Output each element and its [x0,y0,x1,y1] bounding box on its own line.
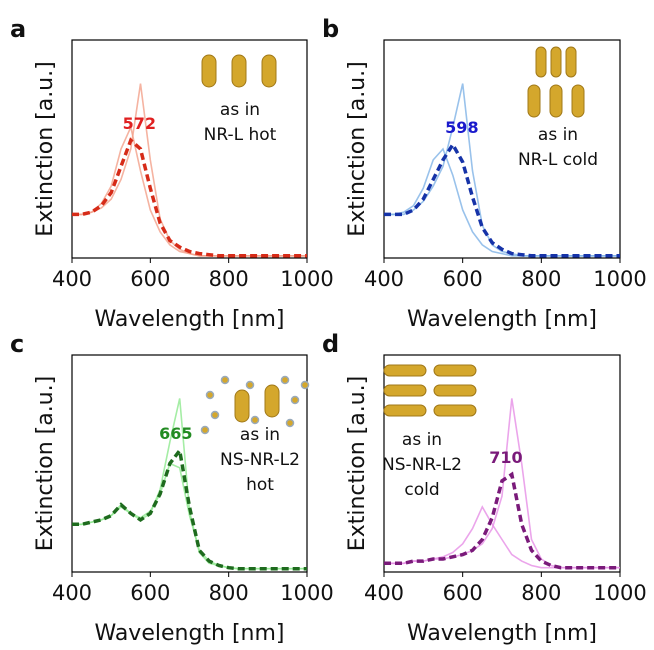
spectrum [72,124,307,257]
x-tick-label: 600 [130,581,170,605]
nanorod-icon [549,84,563,118]
spectrum [384,147,620,257]
peak-label: 710 [489,448,522,467]
y-axis-label: Extinction [a.u.] [345,61,370,236]
x-tick-label: 600 [443,581,483,605]
inset-text: as in [240,425,280,445]
spectrum [384,505,620,569]
nanorod-icon [201,54,217,88]
nanorod-icon [571,84,585,118]
nanorod-icon [231,54,247,88]
nanorod-icon [527,84,541,118]
panel: a Extinction [a.u.] Wavelength [nm]400 600 8… [10,15,334,332]
x-tick-label: 800 [521,581,561,605]
nanorod-icon [234,389,250,423]
inset-text: hot [246,475,274,495]
x-axis-label: Wavelength [nm] [94,621,284,646]
nanorod-icon [383,384,427,397]
panel: c Extinction [a.u.] Wavelength [nm]400 600 8… [10,330,334,646]
x-tick-label: 400 [364,581,404,605]
y-axis-label: Extinction [a.u.] [33,376,58,551]
y-axis-label: Extinction [a.u.] [345,376,370,551]
panel-label: b [322,15,339,43]
nanorod-icon [383,364,427,377]
inset-text: as in [402,430,442,450]
nanosphere-icon [210,410,220,420]
x-tick-label: 400 [52,581,92,605]
nanosphere-icon [280,375,290,385]
nanorod-icon [261,54,277,88]
nanosphere-icon [220,375,230,385]
mean-spectrum [384,471,620,570]
plot-frame [71,354,308,573]
nanorod-icon [433,364,477,377]
x-tick-label: 1000 [593,267,646,291]
nanorod-icon [565,46,577,78]
plot-frame [71,39,308,259]
mean-spectrum [384,141,620,258]
x-tick-label: 600 [443,267,483,291]
plot-frame [383,354,621,573]
x-axis-label: Wavelength [nm] [94,307,284,332]
y-axis-label: Extinction [a.u.] [33,61,58,236]
nanorod-icon [433,384,477,397]
nanosphere-icon [245,380,255,390]
inset-text: as in [220,100,260,120]
nanorod-icon [383,404,427,417]
inset-text: as in [538,125,578,145]
x-tick-label: 1000 [280,581,333,605]
nanosphere-icon [300,380,310,390]
nanorod-icon [433,404,477,417]
peak-label: 572 [123,114,156,133]
panel-label: a [10,15,26,43]
nanosphere-icon [200,425,210,435]
panel-label: d [322,330,339,358]
x-tick-label: 800 [209,267,249,291]
nanosphere-icon [285,418,295,428]
plot-frame [383,39,621,259]
peak-label: 598 [445,118,478,137]
x-tick-label: 800 [521,267,561,291]
spectrum [72,83,307,257]
nanosphere-icon [290,395,300,405]
x-axis-label: Wavelength [nm] [407,307,597,332]
inset-text: NR-L hot [204,125,277,145]
x-axis-label: Wavelength [nm] [407,621,597,646]
x-tick-label: 800 [209,581,249,605]
inset-text: NR-L cold [518,150,598,170]
peak-label: 665 [159,424,192,443]
x-tick-label: 400 [52,267,92,291]
x-tick-label: 1000 [280,267,333,291]
spectrum [72,462,307,570]
panel-label: c [10,330,24,358]
inset-text: NS-NR-L2 [220,450,300,470]
nanosphere-icon [250,415,260,425]
x-tick-label: 1000 [593,581,646,605]
inset-text: cold [404,480,439,500]
inset-text: NS-NR-L2 [382,455,462,475]
x-tick-label: 600 [130,267,170,291]
nanorod-icon [264,384,280,418]
nanorod-icon [535,46,547,78]
mean-spectrum [72,137,307,258]
nanorod-icon [550,46,562,78]
nanosphere-icon [205,390,215,400]
x-tick-label: 400 [364,267,404,291]
